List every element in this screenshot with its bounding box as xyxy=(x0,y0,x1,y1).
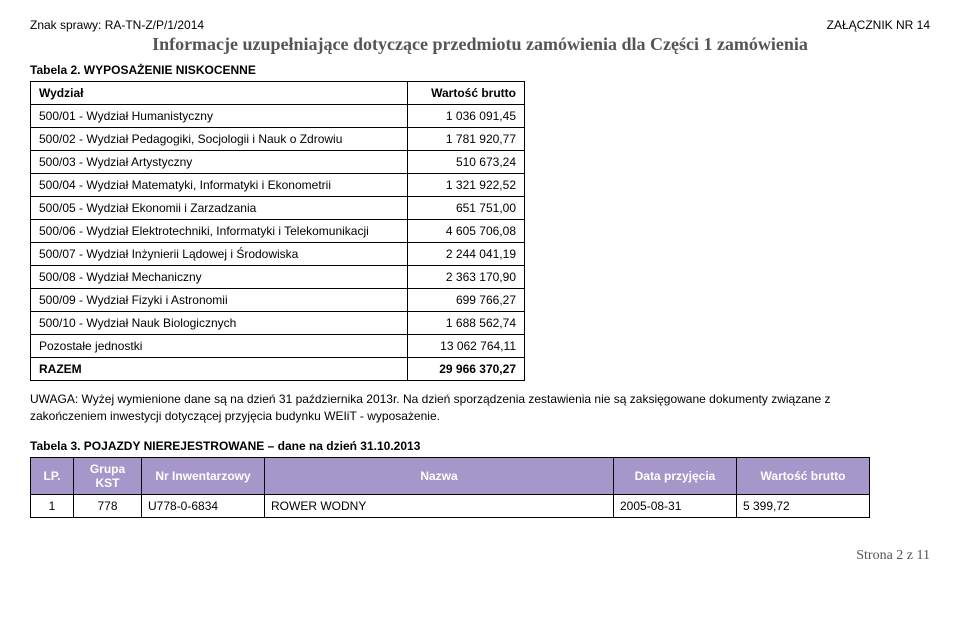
cell-value: 13 062 764,11 xyxy=(408,335,525,358)
table3-col-date: Data przyjęcia xyxy=(614,457,737,495)
cell-value: 1 036 091,45 xyxy=(408,105,525,128)
table2-col-wydzial: Wydział xyxy=(31,82,408,105)
cell-label: 500/06 - Wydział Elektrotechniki, Inform… xyxy=(31,220,408,243)
table-pojazdy: LP. Grupa KST Nr Inwentarzowy Nazwa Data… xyxy=(30,457,870,519)
cell-label: RAZEM xyxy=(31,358,408,381)
table-row: 500/08 - Wydział Mechaniczny2 363 170,90 xyxy=(31,266,525,289)
table-row: 1 778 U778-0-6834 ROWER WODNY 2005-08-31… xyxy=(31,495,870,518)
cell-value: 2 244 041,19 xyxy=(408,243,525,266)
table-wyposazenie: Wydział Wartość brutto 500/01 - Wydział … xyxy=(30,81,525,381)
attachment-label: ZAŁĄCZNIK NR 14 xyxy=(827,18,930,32)
table-row: Pozostałe jednostki13 062 764,11 xyxy=(31,335,525,358)
cell-label: 500/03 - Wydział Artystyczny xyxy=(31,151,408,174)
table3-col-nazwa: Nazwa xyxy=(265,457,614,495)
cell-value: 4 605 706,08 xyxy=(408,220,525,243)
cell-label: Pozostałe jednostki xyxy=(31,335,408,358)
table3-col-nr: Nr Inwentarzowy xyxy=(142,457,265,495)
table3-col-lp: LP. xyxy=(31,457,74,495)
table-row: 500/09 - Wydział Fizyki i Astronomii699 … xyxy=(31,289,525,312)
page-footer: Strona 2 z 11 xyxy=(30,548,930,564)
table-row: 500/06 - Wydział Elektrotechniki, Inform… xyxy=(31,220,525,243)
table3-caption: Tabela 3. POJAZDY NIEREJESTROWANE – dane… xyxy=(30,439,930,453)
cell-value: 651 751,00 xyxy=(408,197,525,220)
cell-label: 500/04 - Wydział Matematyki, Informatyki… xyxy=(31,174,408,197)
cell-value: 29 966 370,27 xyxy=(408,358,525,381)
table-row: 500/01 - Wydział Humanistyczny1 036 091,… xyxy=(31,105,525,128)
table-row-total: RAZEM29 966 370,27 xyxy=(31,358,525,381)
cell-value: 2 363 170,90 xyxy=(408,266,525,289)
cell-label: 500/01 - Wydział Humanistyczny xyxy=(31,105,408,128)
cell-label: 500/05 - Wydział Ekonomii i Zarzadzania xyxy=(31,197,408,220)
cell-label: 500/07 - Wydział Inżynierii Lądowej i Śr… xyxy=(31,243,408,266)
table2-col-wartosc: Wartość brutto xyxy=(408,82,525,105)
case-number: Znak sprawy: RA-TN-Z/P/1/2014 xyxy=(30,18,204,32)
cell-kst: 778 xyxy=(74,495,142,518)
cell-label: 500/09 - Wydział Fizyki i Astronomii xyxy=(31,289,408,312)
cell-label: 500/08 - Wydział Mechaniczny xyxy=(31,266,408,289)
table-row: 500/03 - Wydział Artystyczny510 673,24 xyxy=(31,151,525,174)
table3-col-value: Wartość brutto xyxy=(737,457,870,495)
note-text: UWAGA: Wyżej wymienione dane są na dzień… xyxy=(30,391,870,425)
cell-value: 510 673,24 xyxy=(408,151,525,174)
cell-value: 5 399,72 xyxy=(737,495,870,518)
table-row: 500/02 - Wydział Pedagogiki, Socjologii … xyxy=(31,128,525,151)
table2-caption: Tabela 2. WYPOSAŻENIE NISKOCENNE xyxy=(30,63,930,77)
table-row: 500/05 - Wydział Ekonomii i Zarzadzania6… xyxy=(31,197,525,220)
cell-label: 500/10 - Wydział Nauk Biologicznych xyxy=(31,312,408,335)
table-row: 500/07 - Wydział Inżynierii Lądowej i Śr… xyxy=(31,243,525,266)
cell-lp: 1 xyxy=(31,495,74,518)
table-row: 500/10 - Wydział Nauk Biologicznych1 688… xyxy=(31,312,525,335)
cell-name: ROWER WODNY xyxy=(265,495,614,518)
page-title: Informacje uzupełniające dotyczące przed… xyxy=(30,34,930,55)
cell-date: 2005-08-31 xyxy=(614,495,737,518)
cell-value: 1 688 562,74 xyxy=(408,312,525,335)
cell-value: 1 781 920,77 xyxy=(408,128,525,151)
cell-value: 1 321 922,52 xyxy=(408,174,525,197)
table-row: 500/04 - Wydział Matematyki, Informatyki… xyxy=(31,174,525,197)
cell-label: 500/02 - Wydział Pedagogiki, Socjologii … xyxy=(31,128,408,151)
table3-col-kst: Grupa KST xyxy=(74,457,142,495)
cell-nr: U778-0-6834 xyxy=(142,495,265,518)
cell-value: 699 766,27 xyxy=(408,289,525,312)
